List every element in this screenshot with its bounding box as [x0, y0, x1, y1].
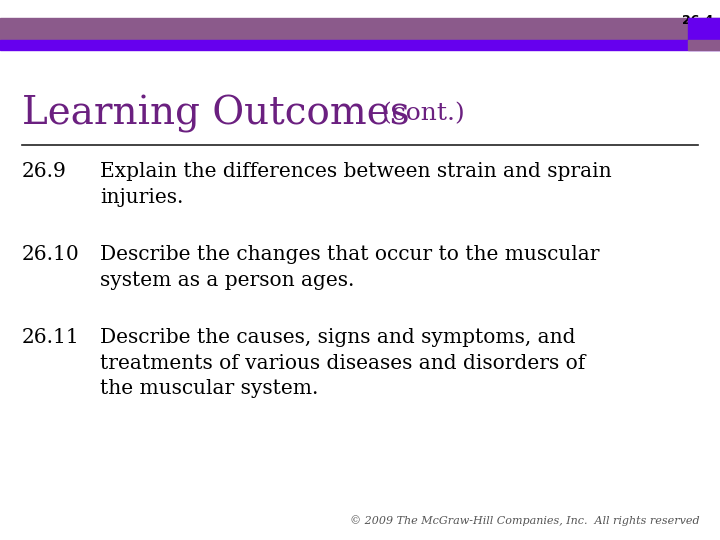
Text: 26.10: 26.10 [22, 245, 80, 264]
Text: Learning Outcomes: Learning Outcomes [22, 95, 410, 133]
Bar [0, 18, 720, 40]
Text: (cont.): (cont.) [374, 102, 464, 125]
Bar [0, 40, 720, 50]
Bar [688, 18, 720, 40]
Text: 26-4: 26-4 [682, 14, 713, 27]
Text: Explain the differences between strain and sprain
injuries.: Explain the differences between strain a… [100, 162, 611, 207]
Text: Describe the changes that occur to the muscular
system as a person ages.: Describe the changes that occur to the m… [100, 245, 600, 290]
Text: 26.9: 26.9 [22, 162, 67, 181]
Text: © 2009 The McGraw-Hill Companies, Inc.  All rights reserved: © 2009 The McGraw-Hill Companies, Inc. A… [351, 515, 700, 526]
Bar [688, 40, 720, 50]
Text: Describe the causes, signs and symptoms, and
treatments of various diseases and : Describe the causes, signs and symptoms,… [100, 328, 585, 399]
Text: 26.11: 26.11 [22, 328, 80, 347]
